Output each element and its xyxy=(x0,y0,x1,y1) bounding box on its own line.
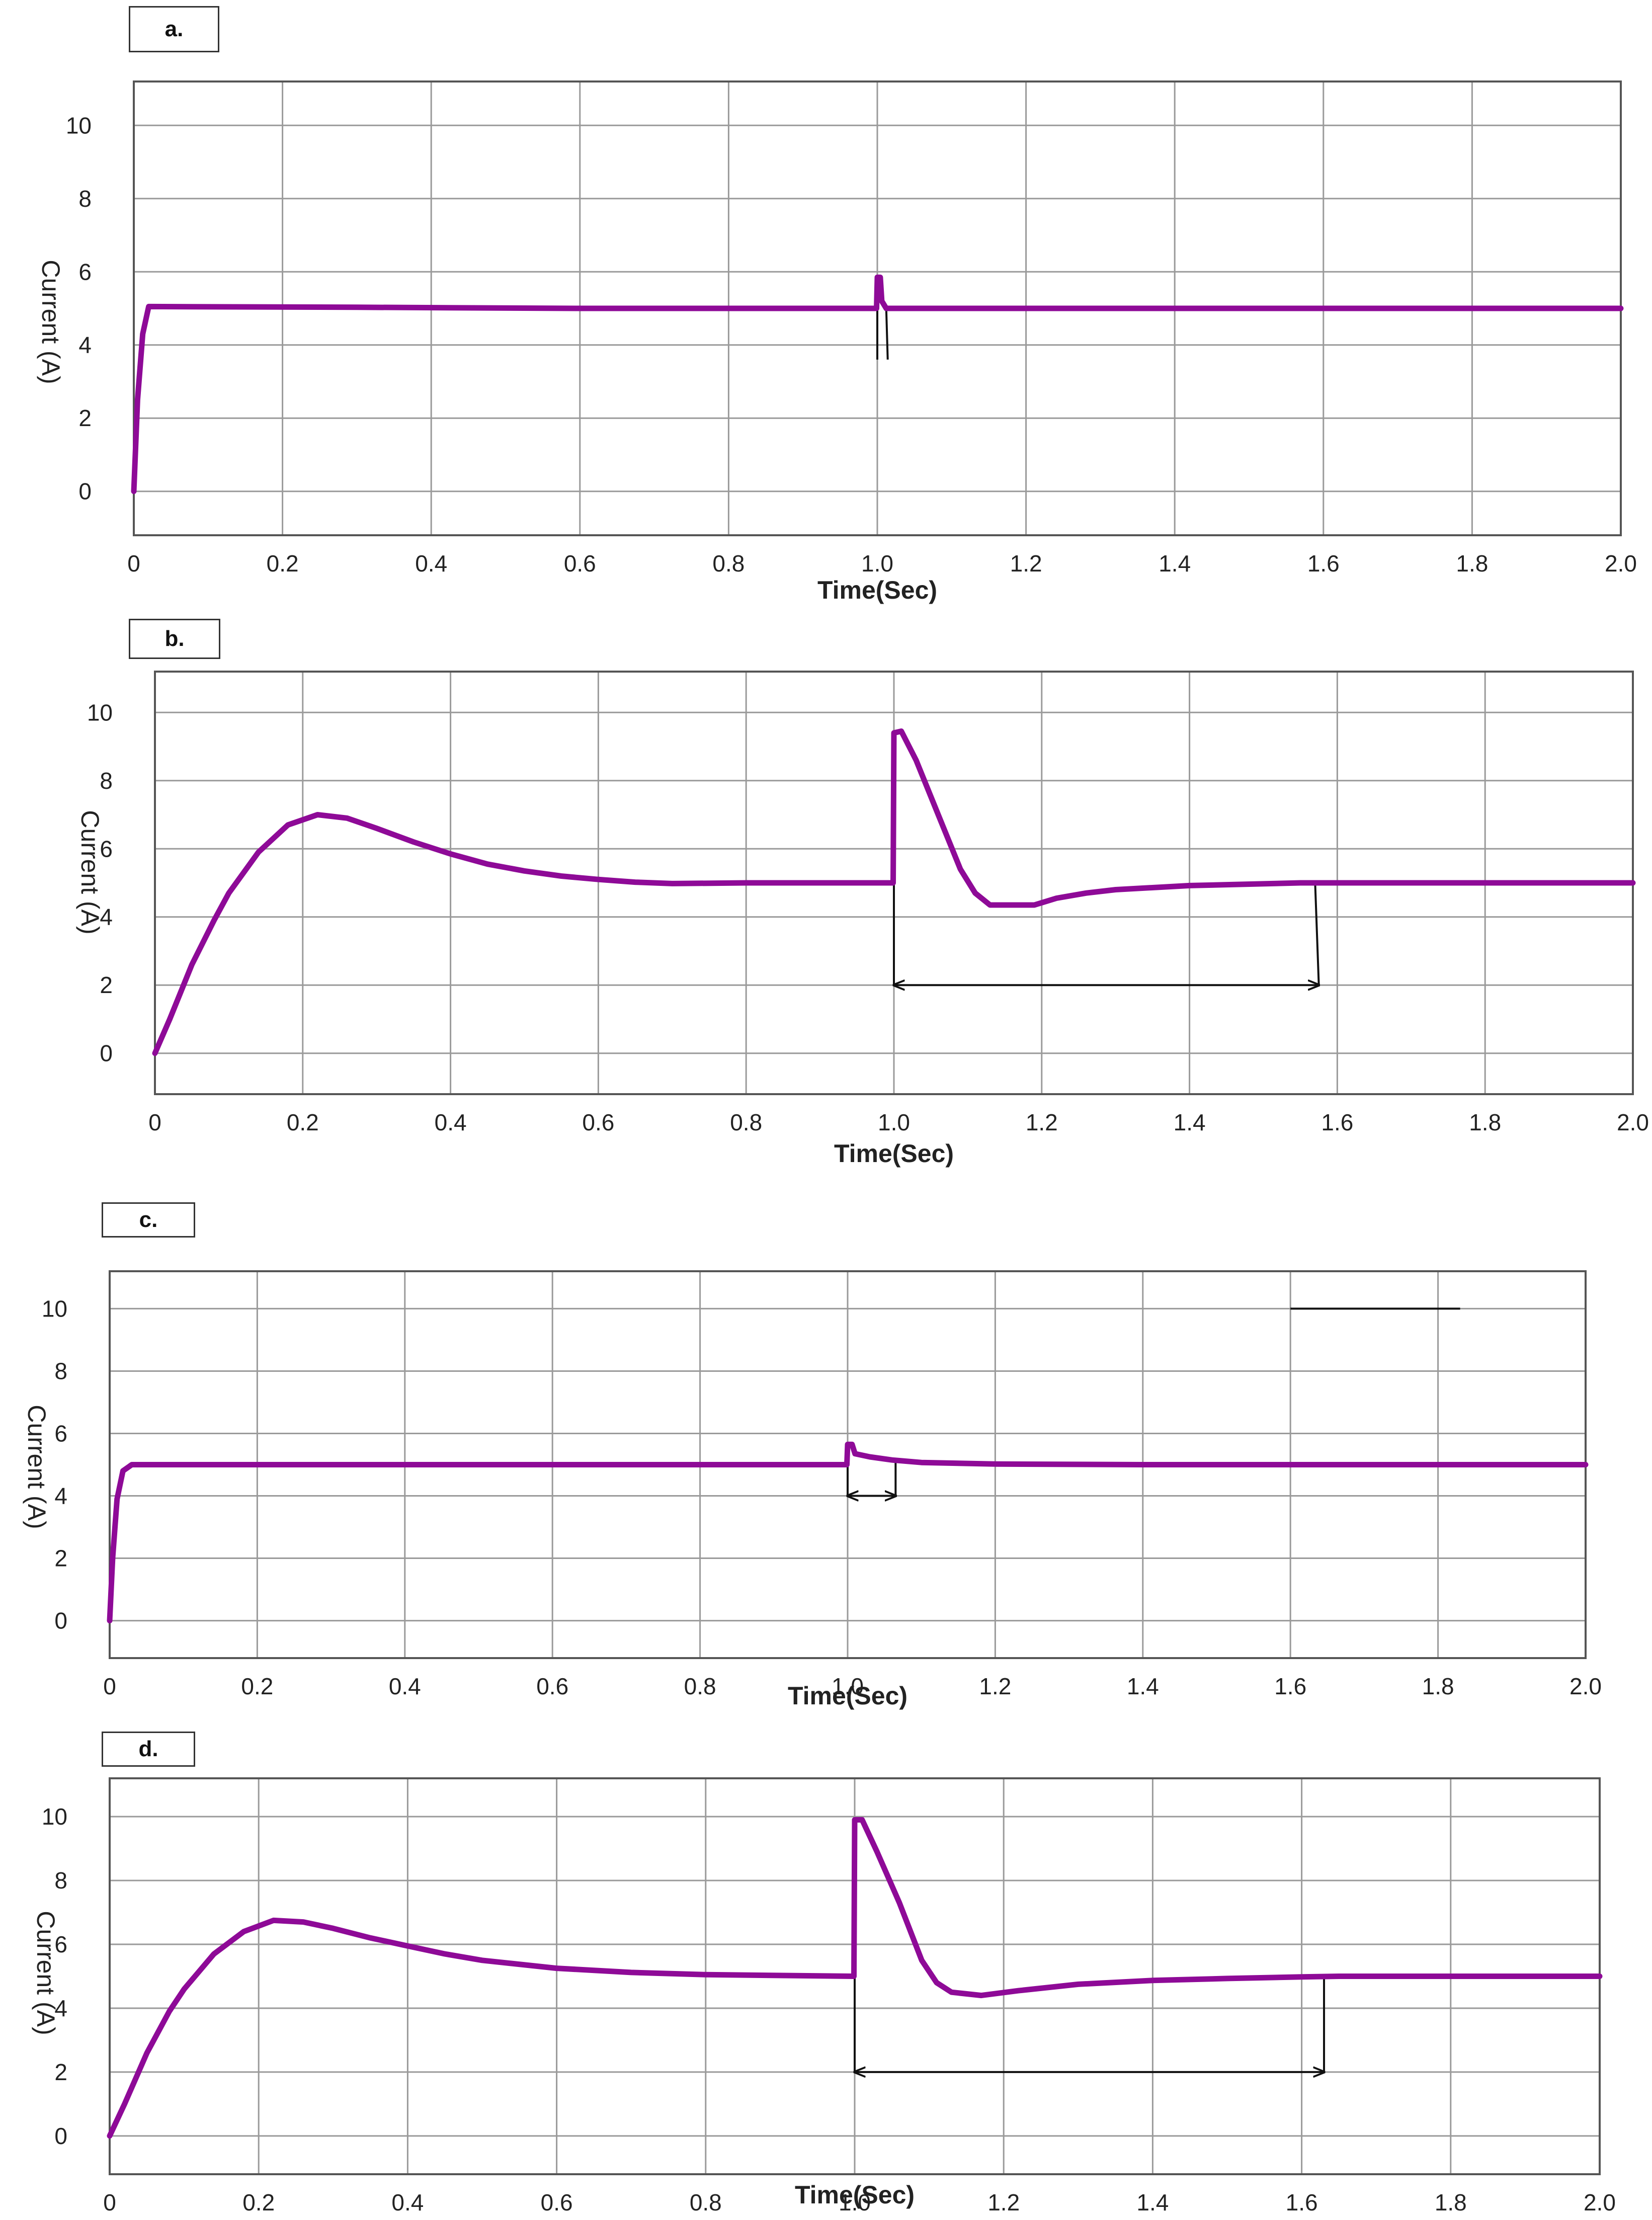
y-tick-label: 0 xyxy=(100,1040,113,1066)
x-tick-label: 0 xyxy=(103,2189,116,2215)
y-tick-label: 8 xyxy=(78,186,92,212)
x-tick-label: 1.4 xyxy=(1159,550,1191,577)
y-tick-label: 6 xyxy=(54,1931,67,1957)
x-tick-label: 0 xyxy=(148,1109,161,1135)
x-tick-label: 2.0 xyxy=(1605,550,1637,577)
x-tick-label: 0.8 xyxy=(712,550,745,577)
x-tick-label: 1.6 xyxy=(1286,2189,1318,2215)
y-tick-label: 10 xyxy=(66,112,92,138)
x-axis-title: Time(Sec) xyxy=(788,1682,907,1710)
y-tick-label: 4 xyxy=(54,1995,67,2021)
y-tick-label: 8 xyxy=(100,768,113,794)
y-tick-label: 2 xyxy=(78,405,92,431)
y-tick-label: 8 xyxy=(54,1867,67,1894)
x-tick-label: 1.8 xyxy=(1422,1673,1454,1699)
x-axis-title: Time(Sec) xyxy=(834,1139,954,1168)
x-tick-label: 1.2 xyxy=(979,1673,1011,1699)
panel-label: d. xyxy=(102,1732,195,1767)
x-axis-title: Time(Sec) xyxy=(817,576,937,604)
x-tick-label: 0.2 xyxy=(241,1673,273,1699)
y-tick-label: 4 xyxy=(54,1483,67,1509)
chart: 0 0.2 0.4 0.6 0.8 1.0 1.2 1.4 1.6 1.8 2.0 0 2 4 6 8 10 Ti… xyxy=(37,80,1637,604)
panel-label: b. xyxy=(129,619,220,659)
y-axis-title: Current (A) xyxy=(76,810,104,934)
x-tick-label: 0.2 xyxy=(242,2189,275,2215)
y-tick-label: 0 xyxy=(54,2123,67,2149)
chart: 0 0.2 0.4 0.6 0.8 1.0 1.2 1.4 1.6 1.8 2.0 0 2 4 6 8 10 Ti… xyxy=(76,671,1649,1168)
y-tick-label: 10 xyxy=(42,1803,67,1830)
x-tick-label: 2.0 xyxy=(1584,2189,1616,2215)
annotation-line xyxy=(1314,882,1320,985)
x-tick-label: 0.2 xyxy=(287,1109,319,1135)
x-tick-label: 0.8 xyxy=(690,2189,722,2215)
y-axis-title: Current (A) xyxy=(37,260,65,384)
x-tick-label: 0 xyxy=(103,1673,116,1699)
y-axis-title: Current (A) xyxy=(32,1911,60,2035)
x-tick-label: 2.0 xyxy=(1570,1673,1602,1699)
x-tick-label: 1.8 xyxy=(1469,1109,1501,1135)
chart: 0 0.2 0.4 0.6 0.8 1.0 1.2 1.4 1.6 1.8 2.0 0 2 4 6 8 10 Ti… xyxy=(32,1777,1616,2215)
x-tick-label: 0.6 xyxy=(541,2189,573,2215)
y-tick-label: 6 xyxy=(100,836,113,862)
y-tick-label: 4 xyxy=(100,904,113,930)
x-tick-label: 0.4 xyxy=(389,1673,421,1699)
y-tick-label: 6 xyxy=(54,1420,67,1446)
x-tick-label: 1.4 xyxy=(1174,1109,1206,1135)
x-tick-label: 1.6 xyxy=(1274,1673,1306,1699)
x-tick-label: 0.6 xyxy=(536,1673,568,1699)
x-tick-label: 1.2 xyxy=(1026,1109,1058,1135)
y-tick-label: 10 xyxy=(42,1295,67,1322)
y-tick-label: 2 xyxy=(54,1545,67,1572)
x-tick-label: 0.4 xyxy=(415,550,447,577)
series-line xyxy=(131,274,1624,495)
panel-a: a. 0 0.2 0.4 0.6 0.8 1.0 1.2 1.4 1.6 1.8 2.0 0 2 4 6 8 1… xyxy=(0,0,1652,619)
x-tick-label: 1.6 xyxy=(1321,1109,1353,1135)
panel-c: c. 0 0.2 0.4 0.6 0.8 1.0 1.2 1.4 1.6 1.8 2.0 0 2 4 6 8 1… xyxy=(0,1172,1652,1715)
panel-d: d. 0 0.2 0.4 0.6 0.8 1.0 1.2 1.4 1.6 1.8 2.0 0 2 4 6 8 1… xyxy=(0,1715,1652,2220)
x-tick-label: 1.0 xyxy=(861,550,893,577)
x-tick-label: 1.8 xyxy=(1456,550,1488,577)
x-tick-label: 1.6 xyxy=(1307,550,1340,577)
y-tick-label: 8 xyxy=(54,1358,67,1384)
chart: 0 0.2 0.4 0.6 0.8 1.0 1.2 1.4 1.6 1.8 2.0 0 2 4 6 8 10 Ti… xyxy=(23,1270,1602,1710)
x-axis-title: Time(Sec) xyxy=(795,2181,915,2209)
y-axis-title: Current (A) xyxy=(23,1405,51,1529)
panel-label: a. xyxy=(129,6,219,52)
x-tick-label: 0.6 xyxy=(582,1109,614,1135)
x-tick-label: 1.2 xyxy=(1010,550,1042,577)
x-tick-label: 1.0 xyxy=(832,1673,864,1699)
panel-label: c. xyxy=(102,1202,195,1238)
series-line xyxy=(107,1817,1603,2139)
series-line xyxy=(152,728,1636,1056)
x-tick-label: 1.0 xyxy=(878,1109,910,1135)
x-tick-label: 0 xyxy=(127,550,140,577)
y-tick-label: 2 xyxy=(54,2059,67,2085)
x-tick-label: 1.2 xyxy=(987,2189,1020,2215)
y-tick-label: 4 xyxy=(78,332,92,358)
series-line xyxy=(107,1441,1589,1624)
y-tick-label: 2 xyxy=(100,972,113,998)
x-tick-label: 0.8 xyxy=(730,1109,762,1135)
x-tick-label: 1.0 xyxy=(839,2189,871,2215)
x-tick-label: 1.4 xyxy=(1127,1673,1159,1699)
x-tick-label: 0.2 xyxy=(267,550,299,577)
y-tick-label: 10 xyxy=(87,699,113,725)
x-tick-label: 2.0 xyxy=(1617,1109,1649,1135)
x-tick-label: 1.4 xyxy=(1136,2189,1169,2215)
annotation-line xyxy=(885,308,889,360)
panel-b: b. 0 0.2 0.4 0.6 0.8 1.0 1.2 1.4 1.6 1.8 2.0 0 2 4 6 8 1… xyxy=(0,619,1652,1172)
x-tick-label: 1.8 xyxy=(1435,2189,1467,2215)
x-tick-label: 0.6 xyxy=(564,550,596,577)
x-tick-label: 0.4 xyxy=(435,1109,467,1135)
x-tick-label: 0.4 xyxy=(391,2189,424,2215)
y-tick-label: 6 xyxy=(78,259,92,285)
x-tick-label: 0.8 xyxy=(684,1673,716,1699)
y-tick-label: 0 xyxy=(54,1608,67,1634)
y-tick-label: 0 xyxy=(78,478,92,505)
